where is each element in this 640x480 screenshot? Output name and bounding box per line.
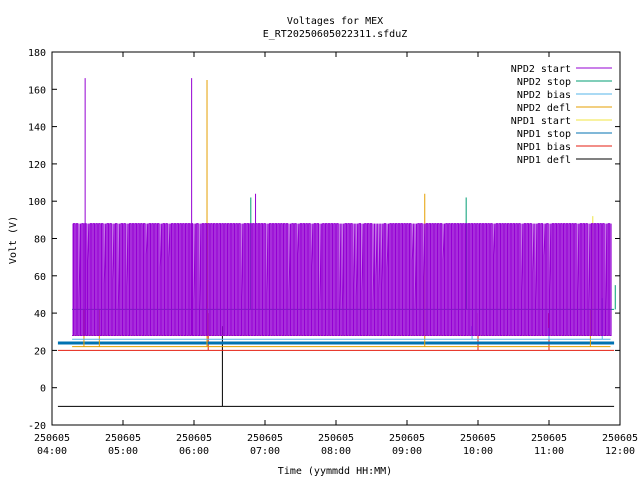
x-tick-time-label: 09:00 xyxy=(392,446,422,457)
chart-subtitle: E_RT20250605022311.sfduZ xyxy=(263,29,408,40)
x-axis-label: Time (yymmdd HH:MM) xyxy=(278,466,392,477)
y-tick-label: 180 xyxy=(28,48,46,59)
y-tick-label: 80 xyxy=(34,235,46,246)
y-axis-label: Volt (V) xyxy=(8,216,19,264)
x-tick-date-label: 250605 xyxy=(34,433,70,444)
x-tick-time-label: 08:00 xyxy=(321,446,351,457)
x-tick-time-label: 10:00 xyxy=(463,446,493,457)
y-tick-label: 100 xyxy=(28,197,46,208)
x-tick-date-label: 250605 xyxy=(531,433,567,444)
x-tick-time-label: 05:00 xyxy=(108,446,138,457)
series-npd2-start xyxy=(72,78,612,336)
x-tick-date-label: 250605 xyxy=(247,433,283,444)
x-tick-date-label: 250605 xyxy=(318,433,354,444)
legend-npd1-stop-label: NPD1 stop xyxy=(517,129,571,140)
series-layer xyxy=(57,78,616,407)
ticks-layer: -20 0 20 40 60 80 100 120 140 160 180 250605 04:00 25… xyxy=(28,48,638,457)
y-tick-label: 160 xyxy=(28,85,46,96)
legend-npd2-defl-label: NPD2 defl xyxy=(517,103,571,114)
x-tick-date-label: 250605 xyxy=(389,433,425,444)
y-tick-label: 120 xyxy=(28,160,46,171)
y-tick-label: -20 xyxy=(28,421,46,432)
series-npd1-defl xyxy=(57,326,615,407)
series-npd2-start-band xyxy=(72,223,611,336)
y-tick-label: 40 xyxy=(34,309,46,320)
legend-npd2-start-label: NPD2 start xyxy=(511,64,571,75)
x-tick-time-label: 04:00 xyxy=(37,446,67,457)
x-tick-date-label: 250605 xyxy=(105,433,141,444)
chart-title: Voltages for MEX xyxy=(287,16,383,27)
y-tick-label: 60 xyxy=(34,272,46,283)
x-tick-date-label: 250605 xyxy=(460,433,496,444)
plot-frame xyxy=(51,51,621,426)
x-tick-time-label: 11:00 xyxy=(534,446,564,457)
x-tick-time-label: 07:00 xyxy=(250,446,280,457)
y-tick-label: 0 xyxy=(40,384,46,395)
legend: NPD2 start NPD2 stop NPD2 bias NPD2 defl NPD… xyxy=(511,64,612,166)
x-tick-date-label: 250605 xyxy=(602,433,638,444)
legend-npd1-start-label: NPD1 start xyxy=(511,116,571,127)
legend-npd2-stop-label: NPD2 stop xyxy=(517,77,571,88)
x-tick-time-label: 12:00 xyxy=(605,446,635,457)
x-tick-time-label: 06:00 xyxy=(179,446,209,457)
x-tick-date-label: 250605 xyxy=(176,433,212,444)
legend-npd2-bias-label: NPD2 bias xyxy=(517,90,571,101)
y-tick-label: 140 xyxy=(28,123,46,134)
y-tick-label: 20 xyxy=(34,346,46,357)
legend-npd1-defl-label: NPD1 defl xyxy=(517,155,571,166)
legend-npd1-bias-label: NPD1 bias xyxy=(517,142,571,153)
